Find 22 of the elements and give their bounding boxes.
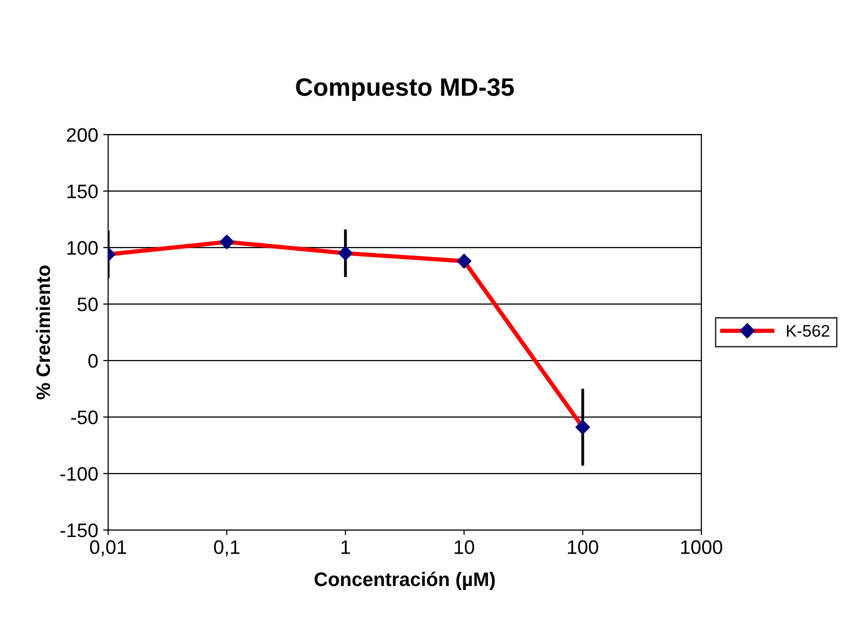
y-tick-label: 50 (78, 298, 98, 312)
point (338, 246, 353, 261)
y-tick-label: 0 (88, 354, 98, 368)
y-tick-label: 100 (67, 241, 98, 255)
x-tick-label: 1000 (681, 540, 722, 554)
y-tick-label: -150 (60, 523, 98, 538)
point (220, 234, 234, 250)
y-axis-title: % Crecimiento (36, 266, 50, 400)
x-tick-label: 0,1 (214, 540, 240, 556)
chart-title: Compuesto MD-35 (296, 78, 514, 101)
y-tick-label: -50 (71, 410, 98, 424)
x-axis-title: Concentración (µM) (314, 572, 495, 590)
x-tick-label: 0,01 (90, 540, 126, 556)
point (575, 420, 590, 434)
legend-label: K-562 (786, 324, 830, 337)
y-tick-label: 200 (66, 128, 98, 142)
y-tick-label: -100 (60, 466, 98, 481)
point (456, 254, 472, 268)
x-tick-label: 1 (342, 540, 350, 554)
x-tick-label: 100 (568, 540, 598, 554)
x-tick-label: 10 (454, 540, 474, 554)
y-tick-label: 150 (67, 184, 98, 198)
